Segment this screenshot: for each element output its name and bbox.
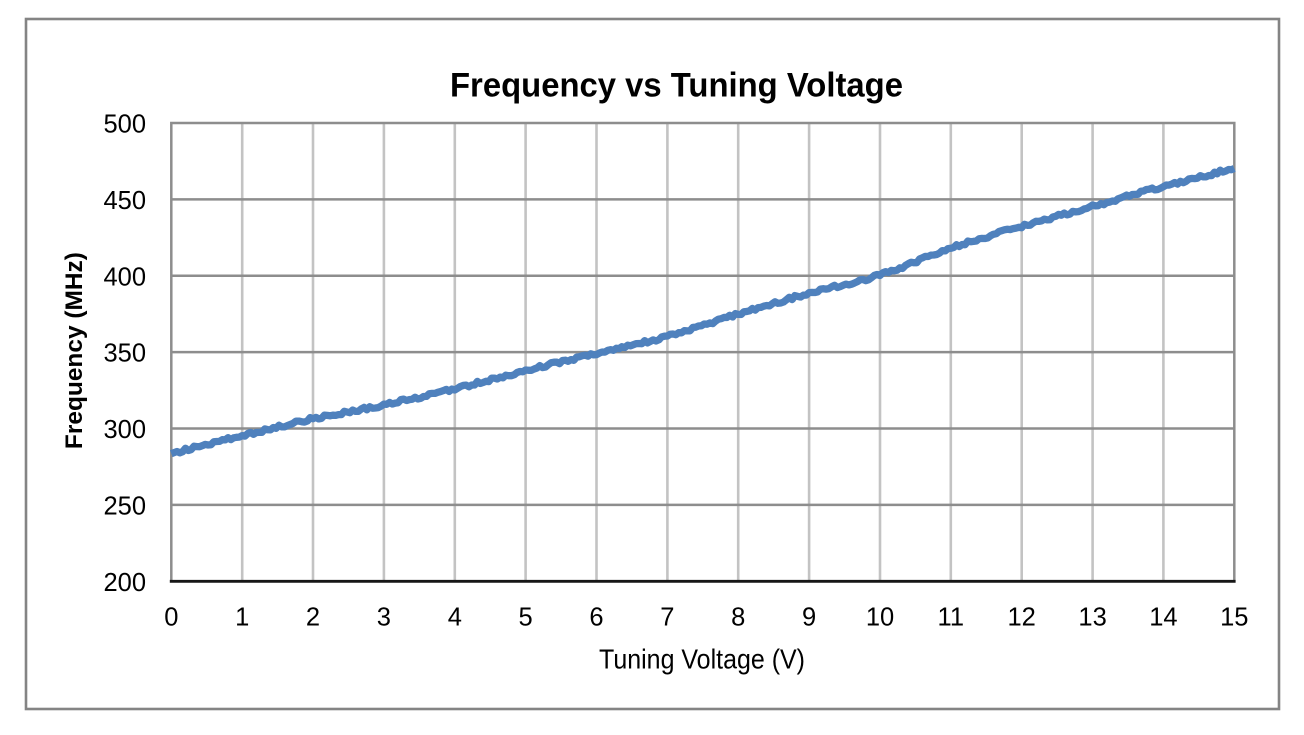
svg-text:400: 400 <box>103 263 146 291</box>
svg-text:2: 2 <box>306 603 320 631</box>
svg-text:250: 250 <box>103 492 146 520</box>
svg-text:12: 12 <box>1008 603 1036 631</box>
svg-text:4: 4 <box>448 603 462 631</box>
svg-text:7: 7 <box>660 603 674 631</box>
svg-text:500: 500 <box>103 111 146 139</box>
svg-text:0: 0 <box>164 603 178 631</box>
svg-text:5: 5 <box>519 603 533 631</box>
svg-text:200: 200 <box>103 569 146 597</box>
svg-text:Frequency vs Tuning Voltage: Frequency vs Tuning Voltage <box>450 66 903 104</box>
svg-text:300: 300 <box>103 416 146 444</box>
svg-text:8: 8 <box>731 603 745 631</box>
svg-text:350: 350 <box>103 340 146 368</box>
svg-text:13: 13 <box>1078 603 1106 631</box>
svg-text:Frequency (MHz): Frequency (MHz) <box>61 252 88 449</box>
svg-text:6: 6 <box>589 603 603 631</box>
svg-text:Tuning Voltage (V): Tuning Voltage (V) <box>599 644 805 675</box>
svg-text:1: 1 <box>235 603 249 631</box>
svg-text:450: 450 <box>103 187 146 215</box>
svg-text:9: 9 <box>802 603 816 631</box>
svg-text:10: 10 <box>866 603 894 631</box>
svg-text:15: 15 <box>1220 603 1248 631</box>
svg-text:14: 14 <box>1149 603 1177 631</box>
svg-text:11: 11 <box>938 603 964 631</box>
svg-text:3: 3 <box>377 603 391 631</box>
